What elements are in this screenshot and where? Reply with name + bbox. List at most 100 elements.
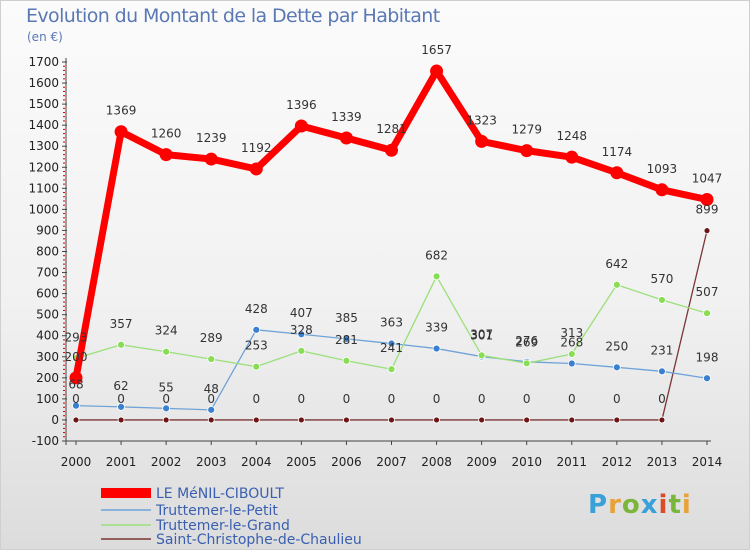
- legend-label: Truttemer-le-Petit: [155, 503, 278, 519]
- x-tick-label: 2013: [647, 455, 678, 469]
- data-label: 0: [613, 392, 621, 406]
- data-point: [658, 416, 666, 424]
- data-label: 1192: [241, 141, 272, 155]
- data-label: 0: [343, 392, 351, 406]
- data-point: [207, 416, 215, 424]
- data-label: 682: [425, 248, 448, 262]
- x-tick-label: 2004: [241, 455, 272, 469]
- data-point: [703, 309, 711, 318]
- data-point: [252, 362, 261, 371]
- data-point: [252, 325, 261, 334]
- data-point: [610, 166, 624, 180]
- x-tick-label: 2003: [196, 455, 227, 469]
- data-label: 1323: [466, 113, 497, 127]
- data-label: 1339: [331, 110, 362, 124]
- data-point: [294, 119, 308, 133]
- data-point: [385, 143, 398, 157]
- y-tick-label: -100: [32, 434, 59, 448]
- data-label: 313: [560, 326, 583, 340]
- data-point: [522, 359, 531, 368]
- y-tick-label: 600: [36, 287, 59, 301]
- data-label: 1174: [602, 145, 633, 159]
- x-tick-label: 2011: [557, 455, 588, 469]
- data-label: 62: [113, 379, 128, 393]
- data-point: [432, 272, 441, 281]
- y-tick-label: 1100: [28, 181, 59, 195]
- data-point: [69, 371, 83, 385]
- data-label: 428: [245, 302, 268, 316]
- y-axis-unit-label: (en €): [27, 30, 63, 44]
- data-point: [520, 144, 534, 158]
- data-label: 1260: [151, 127, 182, 141]
- data-point: [207, 405, 216, 414]
- x-tick-label: 2006: [331, 455, 362, 469]
- data-label: 1248: [557, 129, 588, 143]
- data-point: [567, 350, 576, 358]
- data-point: [339, 131, 353, 145]
- x-tick-label: 2014: [692, 455, 723, 469]
- data-point: [387, 339, 396, 348]
- y-tick-label: 100: [36, 392, 59, 406]
- data-label: 268: [560, 336, 583, 350]
- data-label: 269: [515, 335, 538, 349]
- data-label: 293: [65, 330, 88, 344]
- x-tick-label: 2002: [151, 455, 182, 469]
- data-label: 55: [159, 380, 174, 394]
- data-label: 0: [298, 392, 306, 406]
- y-tick-label: 500: [36, 308, 59, 322]
- y-tick-label: 1000: [28, 202, 59, 216]
- data-point: [297, 330, 306, 339]
- data-point: [700, 192, 714, 206]
- data-point: [297, 416, 305, 424]
- y-tick-label: 200: [36, 371, 59, 385]
- data-point: [343, 416, 350, 424]
- data-label: 198: [696, 350, 719, 364]
- data-label: 276: [515, 334, 538, 348]
- y-tick-label: 1200: [28, 160, 59, 174]
- data-point: [477, 351, 486, 360]
- data-point: [207, 355, 216, 363]
- data-label: 1369: [106, 104, 137, 118]
- data-point: [612, 363, 621, 372]
- data-point: [342, 334, 351, 343]
- data-point: [387, 365, 396, 374]
- data-label: 289: [200, 331, 223, 345]
- y-tick-label: 1500: [28, 97, 59, 111]
- x-tick-label: 2007: [376, 455, 407, 469]
- data-point: [204, 152, 218, 166]
- data-point: [703, 374, 711, 383]
- x-tick-label: 2005: [286, 455, 317, 469]
- data-point: [117, 416, 125, 424]
- data-label: 1047: [692, 171, 723, 185]
- y-tick-label: 1400: [28, 118, 59, 132]
- data-point: [612, 280, 621, 289]
- data-label: 0: [523, 392, 531, 406]
- data-point: [159, 148, 173, 162]
- data-point: [567, 359, 576, 368]
- data-label: 1093: [647, 162, 678, 176]
- x-tick-label: 2012: [602, 455, 633, 469]
- y-tick-label: 1300: [28, 139, 59, 153]
- y-tick-label: 0: [51, 413, 59, 427]
- data-point: [297, 346, 306, 355]
- data-label: 1239: [196, 131, 227, 145]
- y-tick-label: 300: [36, 350, 59, 364]
- data-label: 1657: [421, 43, 452, 57]
- data-label: 385: [335, 311, 358, 325]
- data-point: [162, 404, 171, 413]
- data-label: 0: [207, 392, 215, 406]
- data-point: [658, 296, 666, 304]
- data-label: 253: [245, 339, 268, 353]
- y-tick-label: 800: [36, 245, 59, 259]
- data-point: [72, 416, 80, 424]
- data-label: 357: [110, 317, 133, 331]
- data-label: 0: [433, 392, 441, 406]
- data-label: 0: [162, 392, 170, 406]
- data-point: [117, 402, 125, 411]
- data-label: 0: [388, 392, 396, 406]
- data-point: [613, 416, 621, 424]
- data-label: 899: [696, 203, 719, 217]
- chart-title: Evolution du Montant de la Dette par Hab…: [26, 5, 440, 27]
